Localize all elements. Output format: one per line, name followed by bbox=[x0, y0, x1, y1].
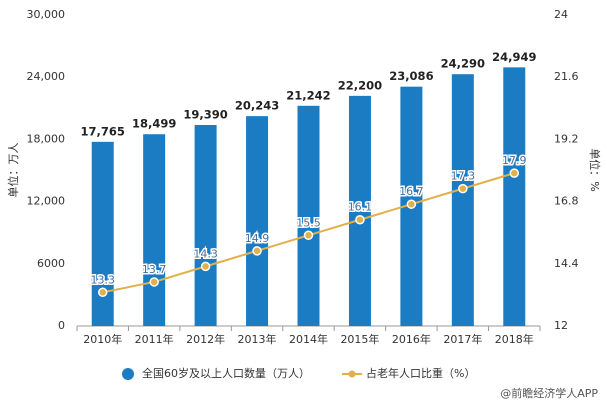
legend-marker bbox=[122, 368, 134, 380]
y-tick-label: 12,000 bbox=[27, 195, 66, 208]
legend-label: 占老年人口比重（%） bbox=[366, 366, 475, 380]
bar bbox=[246, 116, 269, 326]
line-point bbox=[149, 277, 159, 287]
bar-value-label: 20,243 bbox=[235, 99, 279, 113]
bar bbox=[194, 124, 217, 327]
line-point bbox=[252, 246, 262, 256]
y2-tick-label: 24 bbox=[554, 8, 568, 21]
line-value-label: 13.7 bbox=[142, 263, 167, 276]
legend-label: 全国60岁及以上人口数量（万人） bbox=[142, 366, 310, 380]
y2-axis-label: 单位：% bbox=[588, 148, 602, 191]
line-value-label: 15.5 bbox=[296, 216, 321, 229]
bar-value-label: 24,949 bbox=[492, 50, 536, 64]
bar-value-label: 21,242 bbox=[286, 88, 330, 102]
line-point bbox=[355, 214, 365, 225]
bar bbox=[297, 105, 320, 327]
line-point bbox=[406, 199, 417, 209]
line-value-label: 17.3 bbox=[451, 170, 476, 183]
x-tick-label: 2017年 bbox=[443, 332, 482, 346]
bar-value-label: 22,200 bbox=[338, 78, 382, 92]
line-point bbox=[509, 168, 520, 178]
x-tick-label: 2013年 bbox=[238, 332, 277, 346]
x-tick-label: 2011年 bbox=[135, 332, 174, 346]
line-point bbox=[97, 287, 108, 298]
y-axis-label: 单位：万人 bbox=[6, 143, 20, 198]
line-value-label: 14.3 bbox=[193, 247, 218, 260]
y-tick-label: 0 bbox=[58, 319, 65, 332]
y2-tick-label: 21.6 bbox=[554, 70, 579, 83]
y-tick-label: 6000 bbox=[37, 257, 65, 270]
bar bbox=[91, 141, 114, 326]
bar bbox=[451, 74, 474, 326]
bar-value-label: 19,390 bbox=[183, 107, 227, 121]
bar-value-label: 18,499 bbox=[132, 117, 176, 131]
y2-tick-label: 19.2 bbox=[554, 132, 579, 145]
y-tick-label: 24,000 bbox=[27, 70, 66, 83]
y-tick-label: 18,000 bbox=[27, 132, 66, 145]
y2-tick-label: 12 bbox=[554, 319, 568, 332]
line-point bbox=[303, 230, 314, 241]
x-tick-label: 2018年 bbox=[495, 332, 534, 346]
line-value-label: 13.3 bbox=[90, 273, 115, 286]
source: @前瞻经济学人APP bbox=[500, 386, 598, 400]
y2-tick-label: 14.4 bbox=[554, 257, 579, 270]
line-value-label: 16.7 bbox=[399, 185, 424, 198]
line-value-label: 16.1 bbox=[348, 201, 373, 214]
x-tick-label: 2016年 bbox=[392, 332, 431, 346]
y2-tick-label: 16.8 bbox=[554, 195, 579, 208]
line-point bbox=[458, 183, 468, 194]
bar-value-label: 17,765 bbox=[81, 124, 125, 138]
line-point bbox=[200, 261, 211, 272]
x-tick-label: 2010年 bbox=[83, 332, 122, 346]
x-tick-label: 2015年 bbox=[340, 332, 379, 346]
x-tick-label: 2012年 bbox=[186, 332, 225, 346]
y-tick-label: 30,000 bbox=[27, 8, 66, 21]
bar bbox=[143, 134, 166, 326]
bar bbox=[503, 67, 526, 326]
bar-value-label: 24,290 bbox=[441, 57, 485, 71]
line-value-label: 17.9 bbox=[502, 154, 527, 167]
line-value-label: 14.9 bbox=[245, 232, 270, 245]
x-tick-label: 2014年 bbox=[289, 332, 328, 346]
bar-value-label: 23,086 bbox=[389, 69, 433, 83]
bar bbox=[348, 95, 371, 326]
legend-marker bbox=[348, 370, 356, 378]
